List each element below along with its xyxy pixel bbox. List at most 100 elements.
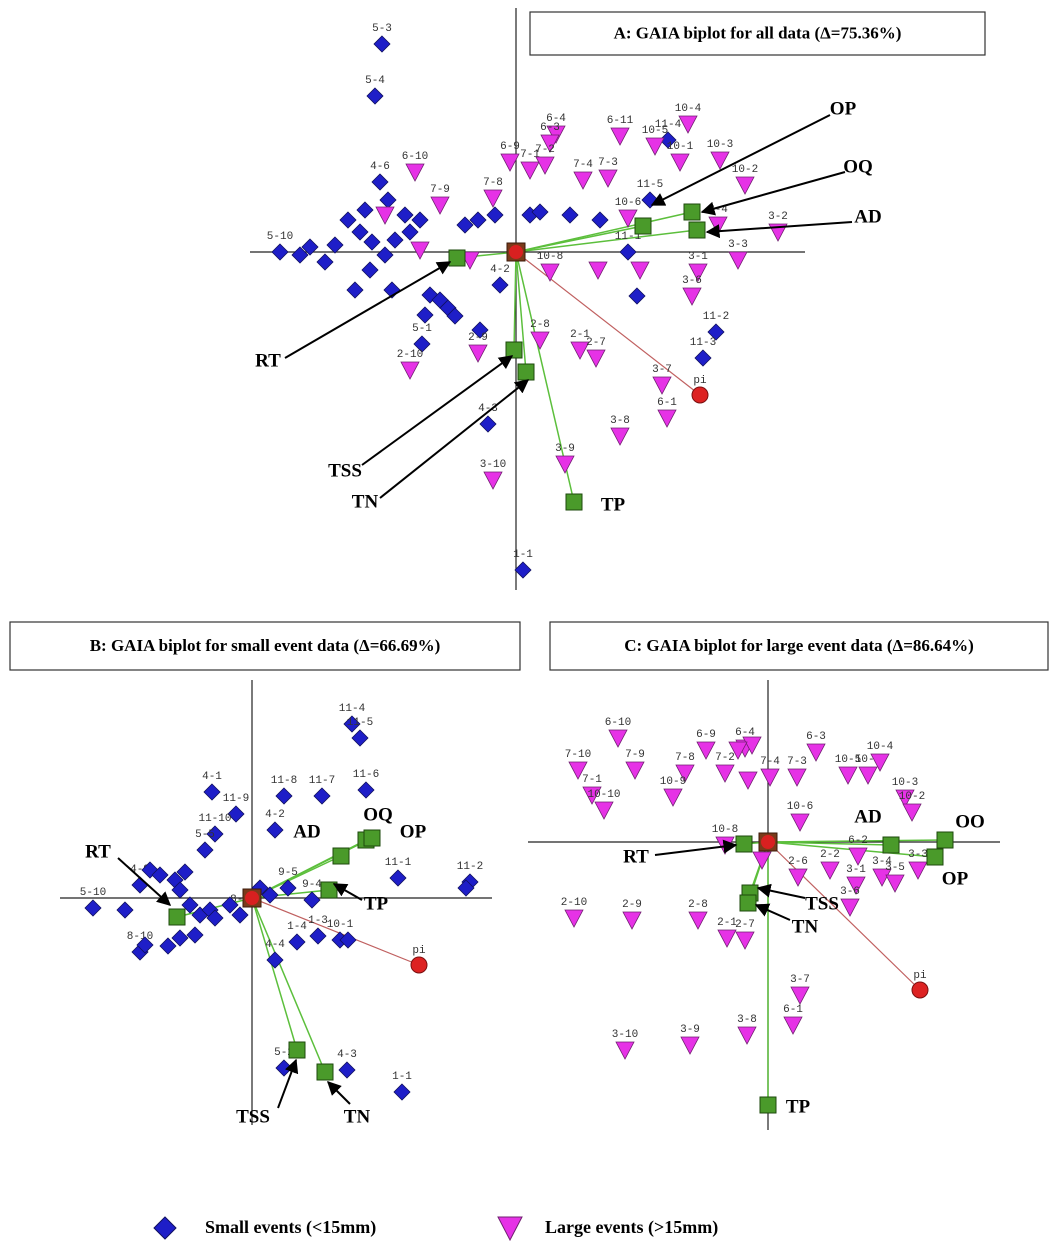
point-label: 10-9 bbox=[660, 776, 686, 788]
small-event-point bbox=[628, 287, 646, 305]
point-label: 7-3 bbox=[787, 756, 807, 768]
point-label: 7-2 bbox=[535, 144, 555, 156]
pi-label: pi bbox=[693, 375, 707, 387]
point-label: 4-2 bbox=[265, 809, 285, 821]
small-event-point bbox=[206, 825, 224, 843]
criterion-axis bbox=[767, 839, 946, 843]
point-label: 7-10 bbox=[565, 749, 591, 761]
small-event-point bbox=[338, 1061, 356, 1079]
annotation-arrow bbox=[379, 379, 530, 499]
large-event-point bbox=[570, 341, 590, 360]
pi-axis bbox=[251, 897, 420, 966]
large-event-point bbox=[430, 196, 450, 215]
large-event-point bbox=[564, 909, 584, 928]
point-label: 5-5 bbox=[195, 829, 215, 841]
small-event-point bbox=[371, 173, 389, 191]
large-event-point bbox=[737, 1026, 757, 1045]
large-event-point bbox=[618, 209, 638, 228]
point-label: 5-4 bbox=[365, 75, 385, 87]
decision-centre-dot bbox=[509, 245, 523, 259]
small-event-point bbox=[339, 211, 357, 229]
large-event-point bbox=[710, 151, 730, 170]
large-event-point bbox=[678, 115, 698, 134]
small-event-point bbox=[231, 906, 249, 924]
criterion-point bbox=[688, 221, 706, 239]
small-event-point bbox=[396, 206, 414, 224]
pi-point bbox=[691, 386, 709, 404]
point-label: 10-5 bbox=[835, 754, 861, 766]
small-event-point bbox=[301, 238, 319, 256]
legend-marker bbox=[497, 1216, 523, 1242]
criterion-point bbox=[363, 829, 381, 847]
point-label: 6-10 bbox=[605, 717, 631, 729]
small-event-point bbox=[279, 879, 297, 897]
criterion-point bbox=[168, 908, 186, 926]
large-event-point bbox=[555, 455, 575, 474]
point-label: 3-1 bbox=[846, 864, 866, 876]
large-event-point bbox=[375, 206, 395, 225]
large-event-point bbox=[717, 929, 737, 948]
criterion-point bbox=[936, 831, 954, 849]
point-label: 3-8 bbox=[610, 415, 630, 427]
small-event-point bbox=[486, 206, 504, 224]
annotation-arrow bbox=[117, 857, 172, 906]
point-label: 4-4 bbox=[265, 939, 285, 951]
large-event-point bbox=[645, 137, 665, 156]
large-event-point bbox=[675, 764, 695, 783]
large-event-point bbox=[728, 251, 748, 270]
small-event-point bbox=[151, 866, 169, 884]
small-event-point bbox=[339, 931, 357, 949]
chart-title: A: GAIA biplot for all data (Δ=75.36%) bbox=[614, 23, 902, 42]
small-event-point bbox=[389, 869, 407, 887]
large-event-point bbox=[760, 768, 780, 787]
point-label: 7-9 bbox=[625, 749, 645, 761]
point-label: 3-1 bbox=[688, 251, 708, 263]
criterion-point bbox=[926, 848, 944, 866]
small-event-point bbox=[266, 951, 284, 969]
small-event-point bbox=[351, 729, 369, 747]
criterion-label: OO bbox=[955, 811, 985, 832]
large-event-point bbox=[546, 125, 566, 144]
small-event-point bbox=[356, 201, 374, 219]
point-label: 11-4 bbox=[339, 703, 366, 715]
point-label: 6-11 bbox=[607, 115, 634, 127]
point-label: 10-1 bbox=[667, 141, 694, 153]
point-label: 6-4 bbox=[735, 727, 755, 739]
small-event-point bbox=[456, 216, 474, 234]
point-label: 2-2 bbox=[820, 849, 840, 861]
annotation-arrow bbox=[754, 903, 791, 921]
large-event-point bbox=[790, 813, 810, 832]
large-event-point bbox=[622, 911, 642, 930]
point-label: 1-1 bbox=[513, 549, 533, 561]
large-event-point bbox=[742, 736, 762, 755]
point-label: 1-4 bbox=[287, 921, 307, 933]
point-label: 7-2 bbox=[715, 752, 735, 764]
point-label: 6-4 bbox=[546, 113, 566, 125]
small-event-point bbox=[351, 223, 369, 241]
criterion-label: TSS bbox=[328, 460, 362, 481]
large-event-point bbox=[483, 189, 503, 208]
point-label: 11-3 bbox=[690, 337, 716, 349]
small-event-point bbox=[393, 1083, 411, 1101]
small-event-point bbox=[271, 243, 289, 261]
point-label: 10-10 bbox=[587, 789, 620, 801]
criterion-label: OP bbox=[942, 868, 969, 889]
criterion-label: TSS bbox=[236, 1106, 270, 1127]
large-event-point bbox=[588, 261, 608, 280]
pi-axis bbox=[767, 841, 921, 991]
point-label: 7-4 bbox=[760, 756, 780, 768]
point-label: 7-8 bbox=[483, 177, 503, 189]
small-event-point bbox=[159, 937, 177, 955]
criterion-point bbox=[288, 1041, 306, 1059]
point-label: 4-3 bbox=[337, 1049, 357, 1061]
large-event-point bbox=[615, 1041, 635, 1060]
large-event-point bbox=[530, 331, 550, 350]
small-event-point bbox=[469, 211, 487, 229]
large-event-point bbox=[400, 361, 420, 380]
chart-title: B: GAIA biplot for small event data (Δ=6… bbox=[90, 636, 441, 655]
point-label: 3-3 bbox=[728, 239, 748, 251]
small-event-point bbox=[361, 261, 379, 279]
criterion-point bbox=[739, 894, 757, 912]
small-event-point bbox=[313, 787, 331, 805]
